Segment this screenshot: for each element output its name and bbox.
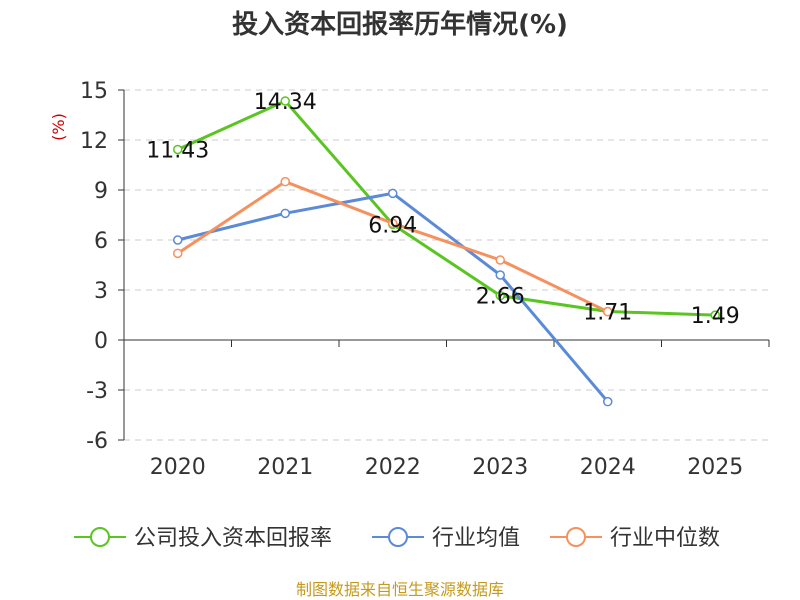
data-labels: 11.43 14.34 6.94 2.66 1.71 1.49 (146, 90, 739, 329)
x-tick-label: 2024 (580, 455, 636, 480)
y-tick-label: -6 (86, 429, 108, 454)
y-tick-label: 12 (80, 129, 108, 154)
data-point (495, 290, 505, 301)
series-lines (173, 96, 720, 407)
legend-label: 行业均值 (432, 526, 520, 551)
y-tick-label: 9 (94, 179, 108, 204)
data-point (173, 235, 183, 245)
data-point (603, 396, 613, 407)
legend: 公司投入资本回报率 行业均值 行业中位数 (74, 526, 720, 551)
y-tick-label: 3 (94, 279, 108, 304)
data-label: 6.94 (368, 213, 417, 238)
legend-label: 行业中位数 (610, 526, 720, 551)
x-tick-label: 2025 (687, 455, 743, 480)
x-tick-label: 2022 (365, 455, 421, 480)
legend-item[interactable]: 公司投入资本回报率 (74, 526, 332, 551)
data-point (173, 248, 183, 259)
data-label: 2.66 (476, 285, 525, 310)
data-point (173, 144, 183, 155)
data-point (495, 255, 505, 265)
data-point (710, 310, 720, 320)
y-tick-label: 15 (80, 79, 108, 104)
data-point (280, 96, 290, 106)
legend-marker (566, 527, 586, 547)
y-tick-label: 6 (94, 229, 108, 254)
data-point (603, 306, 613, 317)
source-note: 制图数据来自恒生聚源数据库 (295, 580, 504, 599)
x-tick-label: 2021 (257, 455, 313, 480)
data-label: 11.43 (146, 139, 209, 164)
data-point (280, 208, 290, 219)
y-tick-label: -3 (86, 379, 108, 404)
data-point (280, 176, 290, 187)
data-point (388, 218, 398, 229)
axes: 15 12 9 6 3 0 -3 -6 2020 2021 2022 2023 2024 2025 (80, 79, 770, 480)
legend-label: 公司投入资本回报率 (134, 526, 332, 551)
legend-marker (90, 527, 110, 547)
line-chart: 15 12 9 6 3 0 -3 -6 2020 2021 2022 2023 2024 2025 11.… (49, 79, 770, 551)
legend-item[interactable]: 行业均值 (372, 526, 520, 551)
data-label: 14.34 (254, 90, 317, 115)
data-point (495, 270, 505, 280)
legend-marker (388, 527, 408, 547)
x-tick-label: 2020 (150, 455, 206, 480)
chart-title: 投入资本回报率历年情况(%) (232, 10, 568, 40)
y-tick-label: 0 (94, 329, 108, 354)
series-line-2 (176, 180, 609, 314)
legend-item[interactable]: 行业中位数 (550, 526, 720, 551)
data-label: 1.71 (583, 301, 632, 326)
data-label: 1.49 (691, 304, 740, 329)
grid-lines (124, 89, 769, 441)
data-point (388, 188, 398, 199)
x-tick-label: 2023 (472, 455, 528, 480)
series-line-0 (177, 99, 716, 317)
y-axis-unit-label: (%) (49, 113, 68, 141)
